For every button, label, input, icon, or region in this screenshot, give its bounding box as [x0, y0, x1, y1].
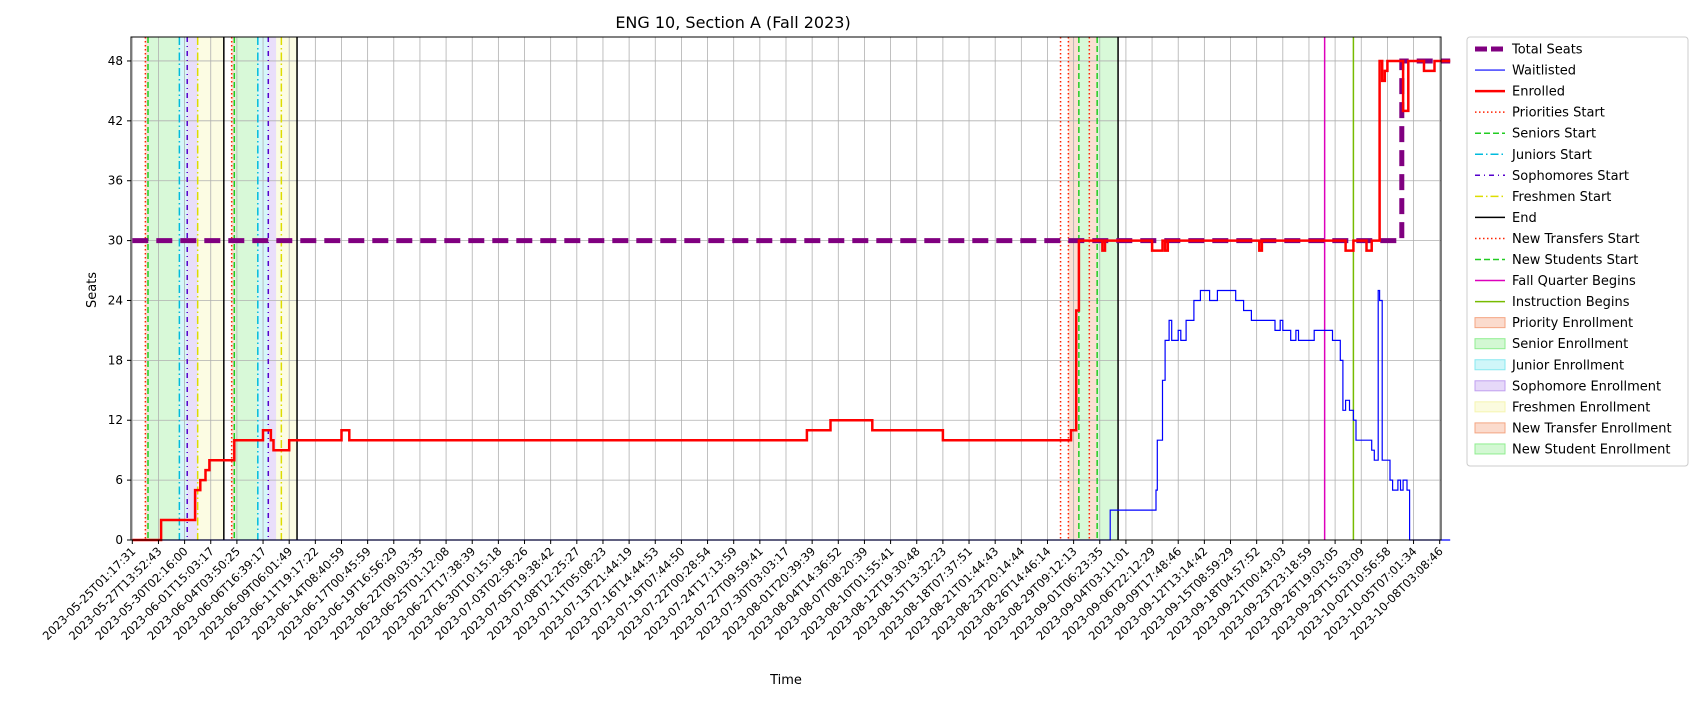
series-waitlisted	[132, 289, 1451, 541]
region-new-transfer-enrollment	[1089, 37, 1098, 540]
legend-swatch-patch	[1474, 359, 1506, 371]
series-total-seats	[132, 58, 1451, 244]
y-tick-label: 48	[108, 54, 123, 68]
x-ticks: 2023-05-25T01:17:312023-05-27T13:52:4320…	[40, 540, 1446, 643]
legend-label: Sophomore Enrollment	[1512, 379, 1661, 394]
legend-label: Priority Enrollment	[1512, 316, 1633, 331]
legend-swatch-patch	[1474, 443, 1506, 455]
x-axis-label: Time	[769, 673, 802, 688]
chart-title: ENG 10, Section A (Fall 2023)	[615, 13, 850, 32]
region-sophomore-enrollment	[187, 37, 198, 540]
region-junior-enrollment	[179, 37, 188, 540]
legend-swatch-patch	[1474, 317, 1506, 329]
legend-label: Priorities Start	[1512, 106, 1605, 121]
y-tick-label: 0	[115, 533, 123, 547]
legend-label: Fall Quarter Begins	[1512, 274, 1636, 289]
legend-label: Juniors Start	[1511, 148, 1592, 163]
legend-label: New Students Start	[1512, 253, 1638, 268]
region-senior-enrollment	[147, 37, 180, 540]
y-axis-label: Seats	[85, 272, 100, 308]
regions-layer	[145, 37, 1119, 540]
legend-label: Instruction Begins	[1512, 295, 1630, 310]
region-priority-enrollment	[145, 37, 148, 540]
y-tick-label: 12	[108, 413, 123, 427]
legend-swatch-patch	[1474, 401, 1506, 413]
y-tick-label: 6	[115, 473, 123, 487]
y-tick-label: 18	[108, 353, 123, 367]
region-new-student-enrollment	[1097, 37, 1119, 540]
legend-label: Freshmen Enrollment	[1512, 400, 1650, 415]
region-sophomore-enrollment	[268, 37, 277, 540]
legend-label: Senior Enrollment	[1512, 337, 1628, 352]
grid-layer	[131, 37, 1441, 541]
legend-label: Freshmen Start	[1512, 190, 1611, 205]
legend-swatch-patch	[1474, 422, 1506, 434]
region-priority-enrollment	[231, 37, 235, 540]
legend-label: Enrolled	[1512, 85, 1565, 100]
legend-swatch-patch	[1474, 338, 1506, 350]
legend-label: New Transfers Start	[1512, 232, 1639, 247]
legend-label: Sophomores Start	[1512, 169, 1629, 184]
legend-label: Seniors Start	[1512, 127, 1596, 142]
series-layer	[132, 58, 1451, 542]
legend-swatch-patch	[1474, 380, 1506, 392]
y-tick-label: 24	[108, 293, 123, 307]
legend-label: Total Seats	[1511, 43, 1583, 58]
legend-label: Waitlisted	[1512, 64, 1576, 79]
event-lines-layer	[144, 37, 1355, 540]
region-senior-enrollment	[234, 37, 258, 540]
legend-label: New Transfer Enrollment	[1512, 421, 1672, 436]
series-enrolled	[132, 59, 1451, 542]
y-tick-label: 30	[108, 234, 123, 248]
legend-label: New Student Enrollment	[1512, 442, 1670, 457]
region-senior-enrollment	[1078, 37, 1090, 540]
y-ticks: 0 6 12 18 24 30 36 42 48	[108, 54, 131, 547]
legend-label: Junior Enrollment	[1511, 358, 1624, 373]
region-freshmen-enrollment	[276, 37, 298, 540]
legend: Total Seats Waitlisted Enrolled Priorities …	[1466, 36, 1689, 467]
legend-label: End	[1512, 211, 1537, 226]
y-tick-label: 36	[108, 174, 123, 188]
legend-box	[1466, 36, 1689, 467]
y-tick-label: 42	[108, 114, 123, 128]
